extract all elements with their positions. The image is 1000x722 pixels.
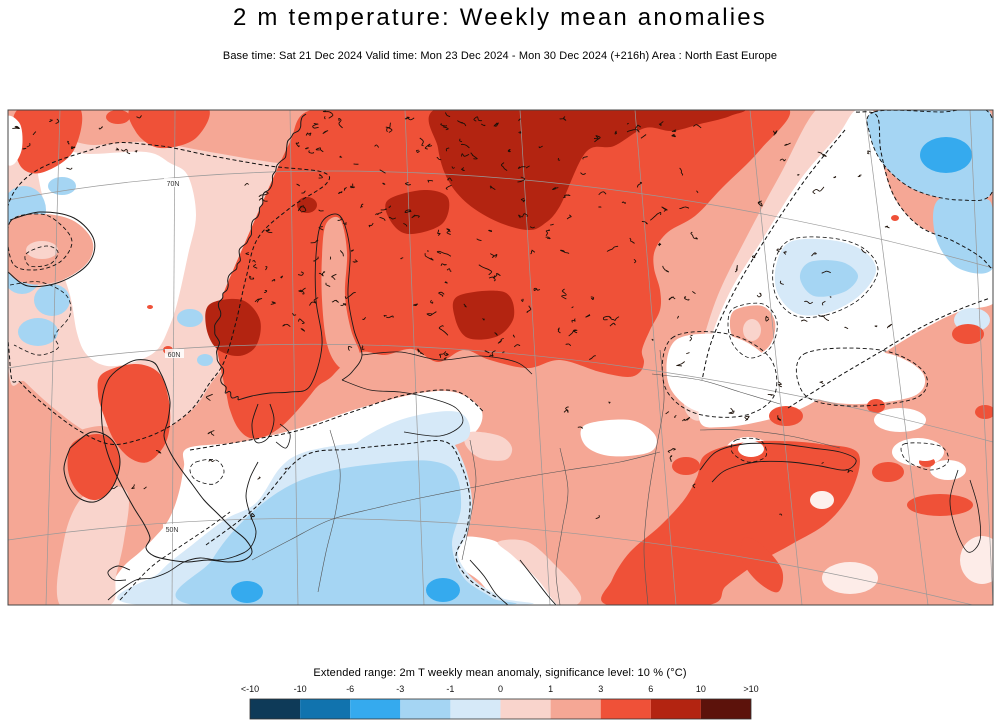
svg-text:<-10: <-10 xyxy=(241,684,259,694)
svg-text:1: 1 xyxy=(548,684,553,694)
svg-text:-10: -10 xyxy=(294,684,307,694)
svg-text:60N: 60N xyxy=(168,352,181,359)
svg-text:-1: -1 xyxy=(446,684,454,694)
svg-text:3: 3 xyxy=(598,684,603,694)
svg-text:6: 6 xyxy=(648,684,653,694)
svg-text:>10: >10 xyxy=(743,684,758,694)
svg-text:-3: -3 xyxy=(396,684,404,694)
svg-text:0: 0 xyxy=(498,684,503,694)
svg-text:50N: 50N xyxy=(166,527,179,534)
svg-text:70N: 70N xyxy=(167,181,180,188)
svg-text:10: 10 xyxy=(696,684,706,694)
svg-text:-6: -6 xyxy=(346,684,354,694)
